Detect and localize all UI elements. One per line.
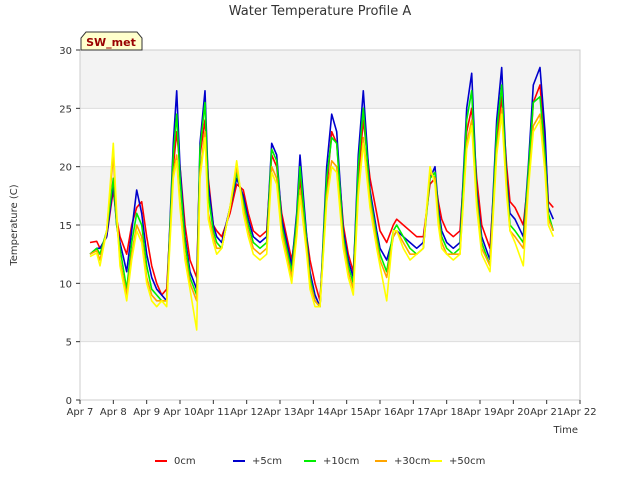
x-tick-label: Apr 21	[530, 407, 563, 418]
legend-label: 0cm	[174, 456, 196, 467]
y-tick-label: 20	[59, 163, 72, 174]
x-tick-label: Apr 22	[563, 407, 596, 418]
legend-item: +10cm	[304, 456, 359, 467]
x-tick-label: Apr 15	[330, 407, 363, 418]
annotation-box: SW_met	[80, 31, 143, 51]
y-tick-label: 30	[59, 46, 72, 57]
plot-band	[80, 50, 580, 109]
x-tick-label: Apr 13	[263, 407, 296, 418]
legend-item: +5cm	[233, 456, 282, 467]
y-tick-label: 10	[59, 279, 72, 290]
x-tick-label: Apr 8	[100, 407, 127, 418]
legend-label: +10cm	[323, 456, 359, 467]
x-axis-label: Time	[553, 425, 578, 436]
x-tick-label: Apr 9	[133, 407, 160, 418]
x-tick-label: Apr 11	[197, 407, 230, 418]
series-line-50cm	[89, 113, 555, 331]
x-tick-label: Apr 19	[463, 407, 496, 418]
plot-band	[80, 341, 580, 400]
legend-item: 0cm	[155, 456, 196, 467]
y-tick-label: 25	[59, 104, 72, 115]
y-axis-label: Temperature (C)	[9, 184, 20, 266]
legend-label: +30cm	[394, 456, 430, 467]
legend-item: +50cm	[430, 456, 485, 467]
x-tick-label: Apr 18	[430, 407, 463, 418]
legend-item: +30cm	[375, 456, 430, 467]
x-tick-label: Apr 17	[397, 407, 430, 418]
series-layer	[89, 66, 555, 331]
y-tick-label: 15	[59, 221, 72, 232]
x-tick-label: Apr 20	[497, 407, 530, 418]
legend-label: +50cm	[449, 456, 485, 467]
x-tick-label: Apr 16	[363, 407, 396, 418]
x-tick-label: Apr 12	[230, 407, 263, 418]
x-tick-label: Apr 10	[163, 407, 196, 418]
y-tick-label: 0	[66, 396, 72, 407]
y-axis-ticks: 0 5 10 15 20 25 30	[59, 46, 80, 407]
legend-label: +5cm	[252, 456, 282, 467]
chart-title: Water Temperature Profile A	[229, 4, 412, 19]
x-tick-label: Apr 7	[67, 407, 94, 418]
x-axis-ticks: Apr 7 Apr 8 Apr 9 Apr 10 Apr 11 Apr 12 Apr 13 A…	[67, 400, 597, 418]
legend: 0cm +5cm +10cm +30cm +50cm	[155, 456, 485, 467]
plot-band	[80, 225, 580, 284]
x-tick-label: Apr 14	[297, 407, 330, 418]
annotation-label: SW_met	[86, 36, 136, 49]
y-tick-label: 5	[66, 338, 72, 349]
